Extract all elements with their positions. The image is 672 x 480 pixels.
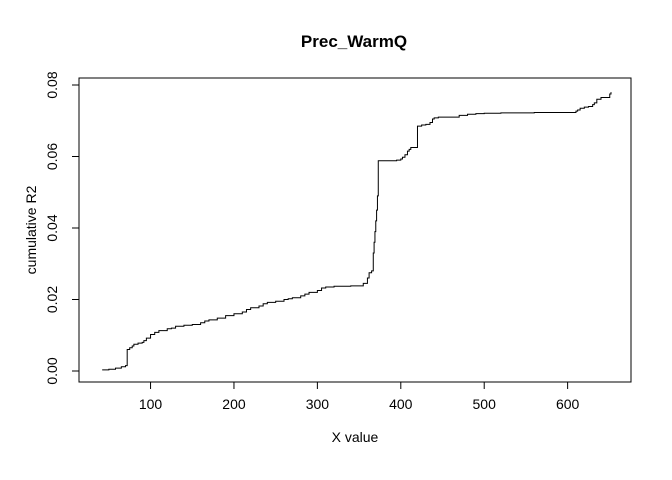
x-axis: 100 200 300 400 500 600 — [139, 382, 580, 412]
y-tick-label: 0.00 — [44, 357, 60, 384]
series-layer — [102, 92, 612, 371]
y-axis-label: cumulative R2 — [23, 185, 39, 274]
x-tick-label: 500 — [473, 396, 497, 412]
plot-frame — [78, 77, 632, 383]
chart-title: Prec_WarmQ — [301, 32, 407, 51]
x-tick-label: 400 — [389, 396, 413, 412]
x-tick-label: 300 — [306, 396, 330, 412]
y-tick-label: 0.08 — [44, 71, 60, 98]
y-axis: 0.00 0.02 0.04 0.06 0.08 — [44, 71, 79, 385]
x-tick-label: 200 — [222, 396, 246, 412]
x-tick-label: 600 — [556, 396, 580, 412]
y-tick-label: 0.04 — [44, 214, 60, 241]
series-line — [102, 92, 612, 371]
x-axis-label: X value — [332, 429, 379, 445]
y-tick-label: 0.02 — [44, 286, 60, 313]
y-tick-label: 0.06 — [44, 143, 60, 170]
x-tick-label: 100 — [139, 396, 163, 412]
